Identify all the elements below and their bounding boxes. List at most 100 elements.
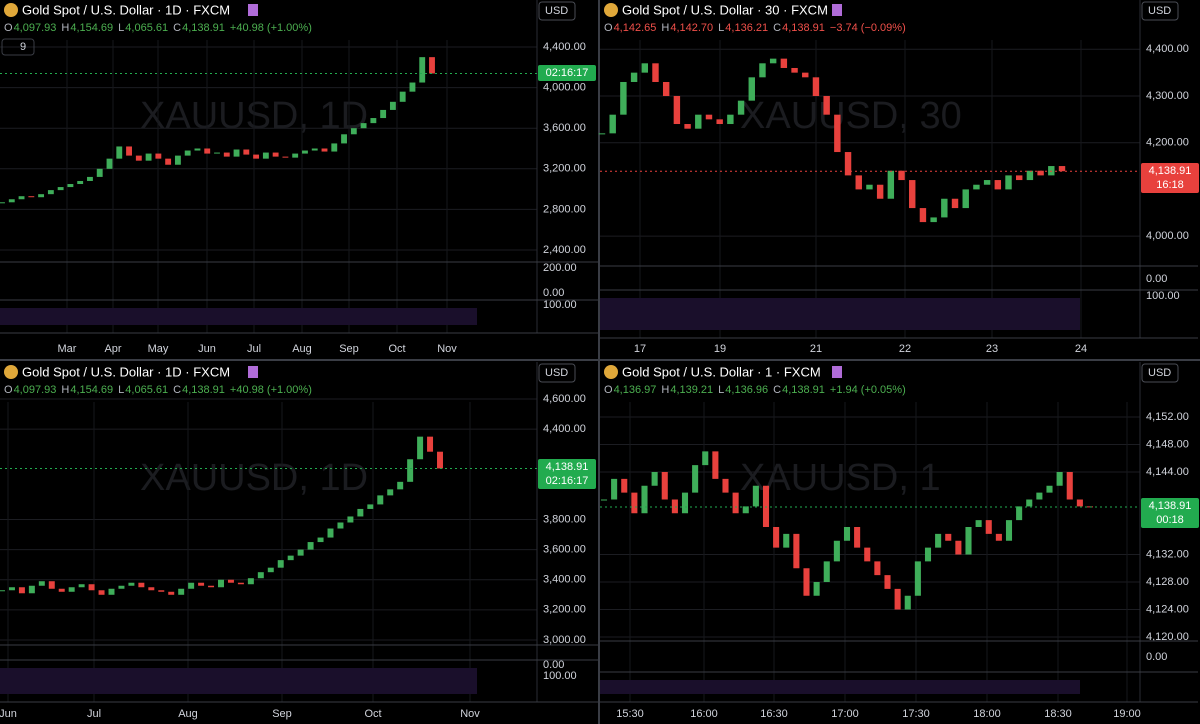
candle: [702, 451, 709, 466]
time-label: 21: [810, 343, 822, 355]
oscillator-band: [600, 680, 1080, 694]
flag: [832, 4, 842, 16]
candle: [48, 581, 55, 589]
time-label: Nov: [460, 708, 480, 720]
watermark: XAUUSD, 1: [740, 457, 941, 499]
currency-button[interactable]: [538, 363, 576, 383]
candle: [347, 516, 354, 523]
watermark: XAUUSD, 30: [740, 95, 962, 137]
time-label: Jun: [198, 343, 216, 355]
ohlc-label: H: [61, 384, 69, 396]
price-tick-label: 3,000.00: [543, 634, 586, 646]
candle: [218, 579, 224, 588]
ohlc-value: 4,154.69: [70, 384, 113, 396]
time-label: Nov: [437, 343, 457, 355]
price-tick-label: 4,144.00: [1146, 466, 1189, 478]
candle: [941, 198, 948, 218]
candle: [370, 118, 377, 124]
candle: [973, 184, 980, 190]
candle: [985, 520, 992, 534]
candle: [158, 590, 165, 592]
symbol-title[interactable]: Gold Spot / U.S. Dollar · 1D · FXCM: [22, 364, 230, 379]
candle: [844, 152, 852, 176]
candle: [762, 485, 770, 527]
price-badge-text: 02:16:17: [546, 67, 589, 79]
candle: [88, 584, 95, 591]
candle: [812, 77, 820, 96]
price-tick-label: 4,120.00: [1146, 631, 1189, 643]
time-label: Sep: [339, 343, 359, 355]
candle: [165, 158, 172, 165]
ohlc-value: 4,136.96: [725, 384, 768, 396]
candle: [909, 180, 916, 209]
candle: [742, 506, 749, 514]
time-label: Jul: [87, 708, 101, 720]
symbol-title[interactable]: Gold Spot / U.S. Dollar · 30 · FXCM: [622, 2, 828, 17]
candle: [155, 153, 162, 159]
price-tick-label: 3,600.00: [543, 122, 586, 134]
candle: [135, 155, 142, 161]
candle: [38, 581, 45, 586]
candle: [611, 478, 618, 500]
time-label: 17:30: [902, 708, 930, 720]
time-label: 23: [986, 343, 998, 355]
symbol-title[interactable]: Gold Spot / U.S. Dollar · 1 · FXCM: [622, 364, 821, 379]
candle: [106, 158, 113, 169]
ohlc-value: 4,065.61: [125, 22, 168, 34]
candle: [67, 184, 74, 188]
currency-button[interactable]: [1141, 363, 1179, 383]
candle: [282, 156, 289, 158]
currency: USD: [1148, 5, 1171, 17]
ohlc-value: 4,097.93: [14, 384, 57, 396]
candle: [769, 58, 777, 64]
currency: USD: [545, 367, 568, 379]
time-label: Aug: [178, 708, 198, 720]
candle: [651, 472, 658, 486]
symbol-title[interactable]: Gold Spot / U.S. Dollar · 1D · FXCM: [22, 2, 230, 17]
candle: [759, 63, 766, 78]
time-label: 17:00: [831, 708, 859, 720]
ohlc-label: L: [718, 22, 724, 34]
candle: [257, 572, 264, 579]
indicator-toggle[interactable]: [1, 38, 35, 56]
candle: [1058, 166, 1066, 172]
currency: USD: [1148, 367, 1171, 379]
price-tick-label: 3,200.00: [543, 604, 586, 616]
price-tick-label: 3,600.00: [543, 544, 586, 556]
currency-button[interactable]: [1141, 1, 1179, 21]
candle: [387, 489, 394, 496]
candle: [98, 590, 105, 595]
candle: [898, 170, 905, 181]
candle: [1046, 485, 1053, 493]
candle: [874, 561, 881, 576]
price-tick-label: 4,400.00: [1146, 43, 1189, 55]
candle: [377, 495, 384, 505]
candle: [28, 585, 35, 594]
candle: [397, 481, 404, 490]
candle: [930, 217, 937, 223]
time-label: Oct: [364, 708, 381, 720]
candle: [227, 579, 234, 583]
ohlc-label: C: [173, 384, 181, 396]
candle: [68, 587, 75, 592]
time-label: Oct: [388, 343, 405, 355]
candle: [652, 63, 659, 82]
candle: [965, 527, 972, 555]
ohlc-label: O: [604, 22, 613, 34]
ohlc-label: O: [604, 384, 613, 396]
price-tick-label: 4,300.00: [1146, 90, 1189, 102]
candle: [417, 436, 424, 460]
candle: [317, 537, 324, 543]
candle: [620, 81, 627, 115]
candle: [692, 465, 699, 493]
candle: [367, 504, 374, 509]
indicator-tick-label: 100.00: [1146, 290, 1180, 302]
price-badge: [538, 65, 596, 81]
candle: [198, 582, 205, 586]
candle: [116, 146, 123, 159]
currency-button[interactable]: [538, 1, 576, 21]
candle: [1016, 506, 1023, 521]
candle: [737, 100, 745, 115]
candle: [884, 575, 891, 589]
candle: [681, 492, 689, 514]
